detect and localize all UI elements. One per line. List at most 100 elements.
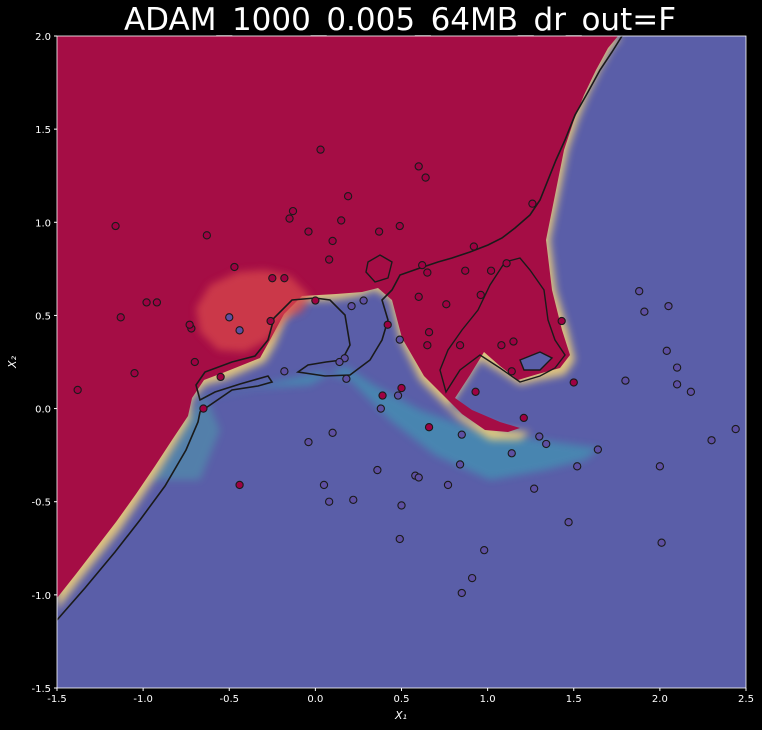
class1-point (421, 173, 430, 182)
class1-point (395, 221, 404, 231)
class1-point (266, 316, 275, 326)
class1-point (519, 413, 528, 423)
class0-point (672, 380, 682, 389)
class0-point (635, 287, 644, 296)
class1-point (442, 300, 451, 309)
class1-point (304, 227, 313, 236)
class1-point (423, 268, 432, 277)
class1-point (378, 391, 387, 400)
class1-point (142, 298, 151, 307)
plot-area (57, 36, 746, 688)
class0-point (529, 484, 539, 493)
x-tick-label: 2.5 (738, 694, 754, 705)
y-tick-label: 0.5 (35, 311, 51, 322)
x-tick-label: 0.0 (307, 694, 323, 705)
class0-point (467, 573, 477, 583)
class0-point (455, 460, 465, 469)
class1-point (268, 274, 277, 283)
class0-point (225, 313, 234, 322)
x-tick-label: 0.5 (394, 694, 410, 705)
class1-lobe (196, 270, 310, 352)
class0-point (621, 376, 630, 385)
class1-point (152, 298, 162, 307)
class0-point (535, 432, 544, 441)
class0-point (280, 367, 289, 376)
class1-point (190, 357, 199, 367)
class1-point (280, 274, 289, 283)
class1-point (383, 320, 392, 329)
class1-point (423, 341, 432, 350)
class0-point (393, 391, 403, 400)
class1-point (569, 378, 578, 387)
class1-point (235, 480, 244, 490)
class1-point (471, 387, 480, 396)
class1-point (507, 367, 516, 376)
y-tick-label: 1.0 (35, 218, 51, 229)
class1-point (509, 337, 518, 346)
x-tick-label: 2.0 (652, 694, 668, 705)
x-axis-ticks: -1.5 -1.0 -0.5 0.0 0.5 1.0 1.5 2.0 2.5 (47, 688, 754, 705)
class1-point (325, 255, 334, 264)
decision-boundary-loop (365, 254, 393, 283)
y-tick-label: -1.0 (31, 591, 51, 602)
class0-point (657, 538, 666, 547)
class1-point (199, 404, 208, 413)
y-tick-label: -1.5 (31, 684, 51, 695)
x-tick-label: -1.5 (47, 694, 67, 705)
decision-boundary-loop-2 (519, 351, 554, 371)
class0-point (349, 495, 358, 505)
class1-point (469, 242, 478, 251)
class0-point (672, 363, 682, 372)
class1-point (476, 290, 485, 300)
class0-point (373, 465, 382, 475)
class0-point (655, 462, 665, 471)
class1-point (455, 341, 465, 350)
class0-point (662, 346, 671, 355)
class0-point (235, 326, 244, 335)
y-tick-label: 1.5 (35, 125, 51, 136)
class0-point (480, 545, 489, 555)
class1-point (414, 292, 423, 301)
class1-point (130, 369, 139, 378)
class1-point (202, 231, 212, 240)
class1-point (486, 266, 496, 275)
x-tick-label: 1.5 (566, 694, 582, 705)
y-tick-label: 0.0 (35, 405, 51, 416)
y-axis-ticks: -1.5 -1.0 -0.5 0.0 0.5 1.0 1.5 2.0 (31, 32, 57, 695)
class1-point (557, 316, 566, 326)
class1-point (116, 313, 125, 322)
class1-point (316, 145, 325, 154)
x-axis-label: X₁ (394, 709, 407, 722)
class1-point (185, 320, 194, 329)
class0-point (319, 480, 329, 490)
chart-title: ADAM_1000_0.005_64MB_dr_out=F (124, 2, 676, 38)
class0-point (328, 428, 337, 437)
y-axis-label: X₂ (6, 355, 19, 369)
class0-point (573, 462, 582, 471)
y-tick-label: 2.0 (35, 32, 51, 43)
class1-point (414, 162, 423, 171)
class0-halo (190, 366, 600, 480)
class1-point (111, 221, 120, 231)
class0-point (359, 296, 368, 305)
class0-point (542, 439, 551, 449)
class1-point (397, 383, 406, 393)
class1-point (424, 423, 434, 432)
decision-boundary-inner (439, 257, 566, 394)
class1-point (311, 296, 320, 305)
class0-point (304, 437, 313, 447)
class0-point (457, 430, 466, 439)
class1-region (57, 36, 618, 598)
class0-point (457, 588, 466, 598)
class0-point (707, 436, 716, 445)
class0-point (397, 501, 406, 510)
scatter-points (73, 145, 740, 598)
class1-point (424, 328, 434, 337)
y-tick-label: -0.5 (31, 498, 51, 509)
class1-point (285, 214, 294, 223)
class1-point (418, 260, 427, 270)
class1-point (497, 341, 506, 350)
class0-point (325, 497, 334, 506)
class0-point (686, 387, 696, 396)
class0-point (507, 449, 516, 458)
